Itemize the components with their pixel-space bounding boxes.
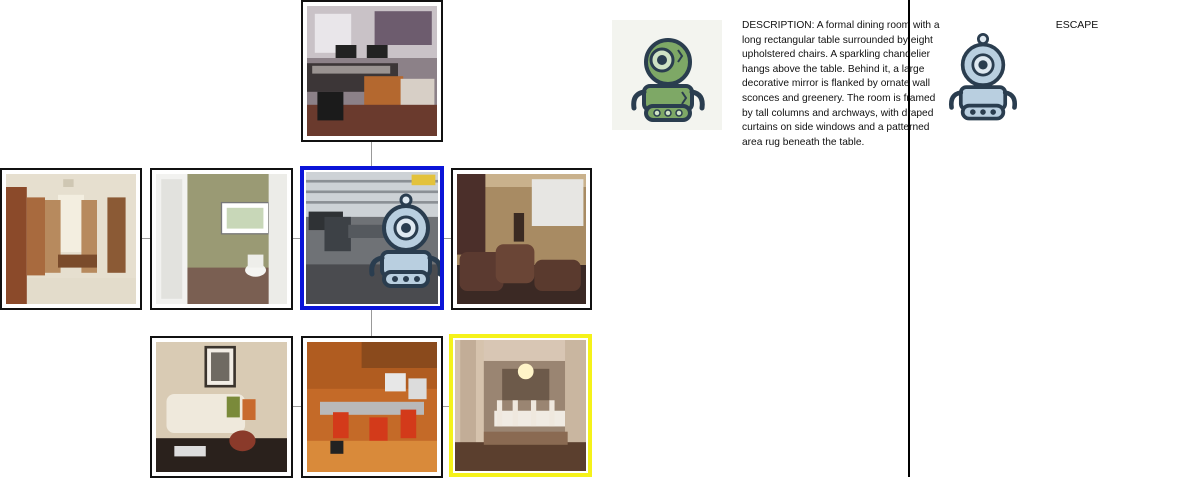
escape-button[interactable]: ESCAPE — [1055, 19, 1099, 31]
room-tile-computer-room[interactable] — [301, 336, 443, 478]
dining-room-image — [455, 340, 586, 471]
room-tile-dining-room-goal[interactable] — [449, 334, 592, 477]
connector-line — [292, 406, 301, 407]
panel-divider — [908, 0, 910, 477]
connector-line — [292, 238, 301, 239]
connector-line — [371, 310, 372, 336]
room-tile-studio[interactable] — [301, 0, 443, 142]
room-tile-closet[interactable] — [0, 168, 142, 310]
connector-line — [443, 406, 450, 407]
room-description: DESCRIPTION: A formal dining room with a… — [742, 20, 940, 148]
living-room-image — [156, 342, 287, 472]
walk-in-closet-image — [6, 174, 136, 304]
computer-room-image — [307, 342, 437, 472]
agent-avatar-panel — [612, 20, 722, 130]
connector-line — [443, 238, 452, 239]
room-tile-living-room[interactable] — [150, 336, 293, 478]
blue-robot-icon — [946, 30, 1020, 122]
recording-studio-image — [307, 6, 437, 136]
green-robot-icon — [628, 26, 708, 122]
bathroom-image — [156, 174, 287, 304]
connector-line — [371, 140, 372, 168]
room-tile-bathroom[interactable] — [150, 168, 293, 310]
room-tile-theater[interactable] — [451, 168, 592, 310]
home-theater-image — [457, 174, 586, 304]
player-robot-icon — [366, 192, 444, 288]
room-map — [0, 0, 600, 478]
room-tile-office-current[interactable] — [300, 166, 444, 310]
connector-line — [141, 238, 151, 239]
